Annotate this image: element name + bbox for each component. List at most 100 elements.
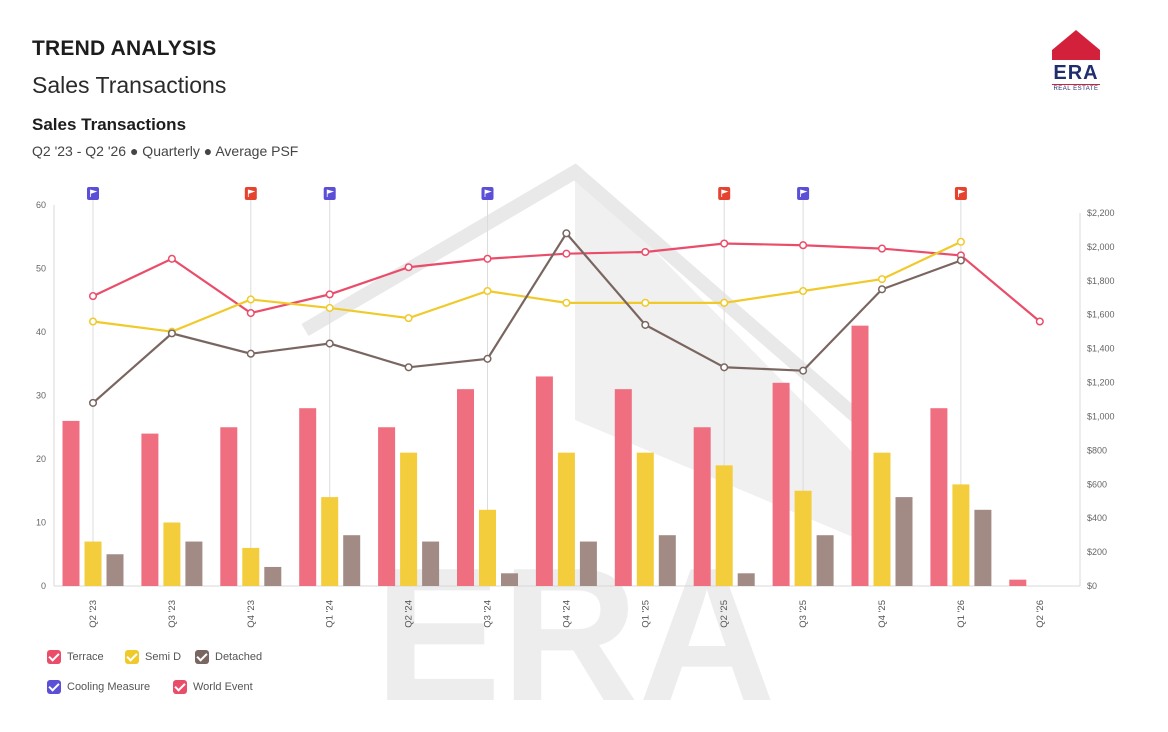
bar-detached [579,541,597,586]
legend-item-semi-d[interactable]: Semi D [125,650,181,664]
point-detached-psf [88,398,98,407]
right-tick-label: $600 [1087,479,1107,489]
point-semi-d-psf [246,295,255,304]
bar-detached [106,554,124,586]
bar-semi-d [84,541,102,586]
bar-detached [264,566,282,586]
bar-detached [185,541,203,586]
x-tick-label: Q2 '26 [1035,600,1046,628]
point-detached-psf [562,229,571,238]
point-semi-d-psf [956,237,965,246]
bar-terrace [62,420,80,586]
point-terrace-psf [167,254,176,263]
point-detached-psf [641,320,650,329]
logo-word: ERA [1053,62,1099,84]
legend-checkbox-icon[interactable] [47,680,61,694]
x-tick-label: Q1 '26 [956,600,967,628]
left-tick-label: 20 [36,454,46,464]
point-terrace-psf [562,249,571,258]
bar-semi-d [715,465,733,586]
bar-detached [974,509,992,586]
point-semi-d-psf [325,303,334,312]
point-semi-d-psf [877,275,887,284]
bar-terrace [220,427,238,586]
left-tick-label: 30 [36,391,46,401]
point-semi-d-psf [720,298,729,307]
x-tick-label: Q4 '23 [246,600,257,628]
point-detached-psf [404,363,413,372]
point-terrace-psf [246,308,255,318]
logo-roof-base [1052,50,1100,60]
bar-terrace [693,427,711,586]
bar-semi-d [242,547,260,586]
x-tick-label: Q4 '25 [877,600,888,628]
x-tick-label: Q1 '24 [325,600,336,628]
chart-legend: Terrace Semi D Detached Cooling Measure Worl… [47,650,447,710]
logo-divider [1052,84,1100,85]
flag-icon [326,189,335,197]
bar-detached [343,535,361,586]
legend-item-detached[interactable]: Detached [195,650,262,664]
bar-terrace [535,376,553,586]
bar-semi-d [400,452,418,586]
left-tick-label: 40 [36,327,46,337]
bar-terrace [299,408,317,586]
bar-detached [816,535,834,586]
bar-terrace [378,427,396,586]
point-detached-psf [877,285,887,294]
point-detached-psf [167,329,176,338]
legend-checkbox-icon[interactable] [195,650,209,664]
legend-label: Semi D [145,651,182,663]
page-title: TREND ANALYSIS [32,37,217,60]
bar-detached [737,573,755,586]
flag-icon [247,189,256,197]
legend-label: World Event [193,681,253,693]
x-tick-label: Q3 '24 [483,600,494,628]
bar-terrace [457,389,474,586]
x-tick-label: Q4 '24 [561,600,572,628]
bar-terrace [614,389,632,586]
right-tick-label: $1,200 [1087,378,1115,388]
legend-item-cooling-measure[interactable]: Cooling Measure [47,680,150,694]
flag-icon [800,189,808,197]
point-terrace-psf [88,292,98,301]
legend-checkbox-icon[interactable] [125,650,139,664]
flag-icon [958,189,966,197]
bar-detached [501,573,518,586]
legend-item-terrace[interactable]: Terrace [47,650,104,664]
point-terrace-psf [720,239,729,248]
right-tick-label: $1,000 [1087,411,1115,421]
bar-detached [895,497,913,586]
point-terrace-psf [799,241,808,250]
point-terrace-psf [641,247,650,257]
line-detached-psf [92,231,962,404]
bar-semi-d [163,522,181,586]
legend-checkbox-icon[interactable] [47,650,61,664]
point-semi-d-psf [404,314,413,323]
right-tick-label: $1,400 [1087,344,1115,354]
legend-checkbox-icon[interactable] [173,680,187,694]
era-logo: ERA REAL ESTATE [1046,30,1106,96]
bar-detached [422,541,440,586]
x-tick-label: Q2 '25 [719,600,730,628]
point-terrace-psf [483,254,492,263]
logo-tag: REAL ESTATE [1053,86,1099,92]
point-detached-psf [799,366,808,375]
flag-icon [721,189,729,197]
point-semi-d-psf [88,317,98,326]
x-tick-label: Q2 '24 [404,600,415,628]
legend-item-world-event[interactable]: World Event [173,680,253,694]
bar-detached [658,535,676,586]
bar-terrace [1009,579,1027,586]
point-terrace-psf [877,244,887,253]
point-terrace-psf [1035,317,1044,326]
right-tick-label: $2,000 [1087,242,1115,252]
chart-title: Sales Transactions [32,115,187,134]
right-tick-label: $800 [1087,445,1107,455]
right-tick-label: $400 [1087,513,1107,523]
bar-terrace [772,382,790,586]
cooling-measure-marker [481,187,494,200]
bar-terrace [851,325,869,586]
point-semi-d-psf [799,286,808,296]
bar-semi-d [873,452,891,586]
